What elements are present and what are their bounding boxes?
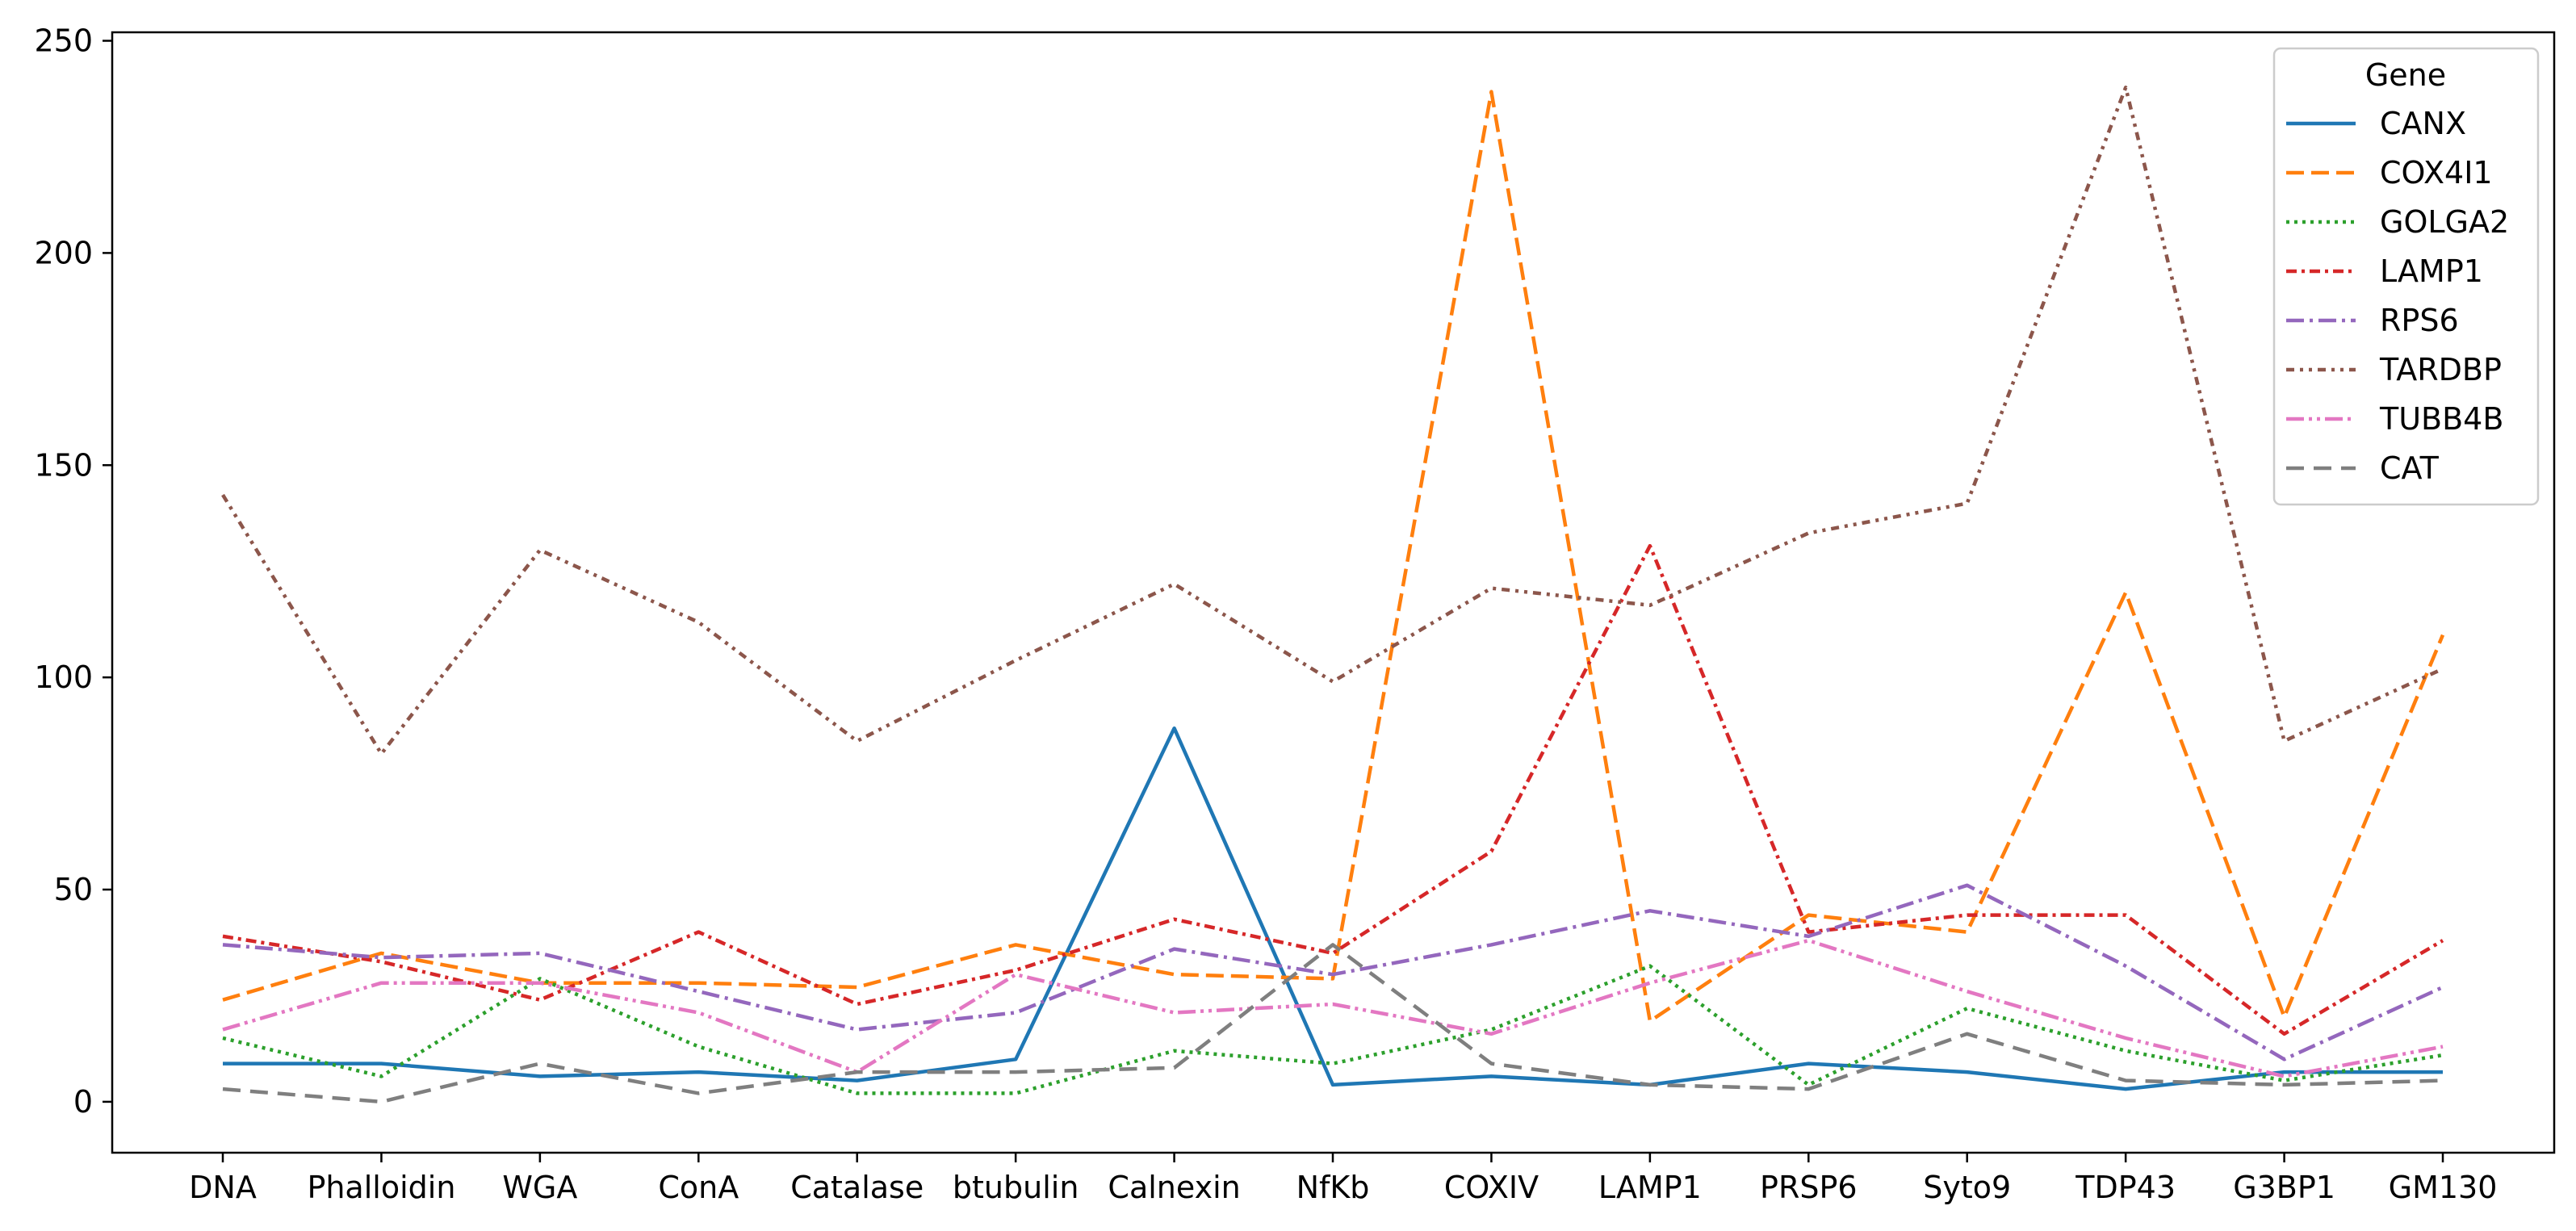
legend-label-cat: CAT bbox=[2380, 450, 2440, 486]
x-tick-label: G3BP1 bbox=[2233, 1170, 2335, 1205]
legend-label-tubb4b: TUBB4B bbox=[2379, 401, 2503, 437]
x-tick-label: btubulin bbox=[953, 1170, 1079, 1205]
x-tick-label: Phalloidin bbox=[307, 1170, 455, 1205]
legend-label-lamp1: LAMP1 bbox=[2380, 253, 2483, 289]
y-tick-label: 250 bbox=[34, 23, 93, 59]
x-tick-label: PRSP6 bbox=[1760, 1170, 1858, 1205]
series-line-tubb4b bbox=[222, 938, 2444, 1078]
series-line-cat bbox=[222, 943, 2444, 1104]
legend-box bbox=[2272, 47, 2540, 506]
series-line-lamp1 bbox=[222, 543, 2444, 1036]
series-line-tardbp bbox=[221, 86, 2444, 756]
x-tick-label: COXIV bbox=[1444, 1170, 1539, 1205]
legend-label-tardbp: TARDBP bbox=[2379, 352, 2502, 387]
legend-label-canx: CANX bbox=[2380, 106, 2466, 141]
x-tick-label: WGA bbox=[502, 1170, 577, 1205]
legend-label-cox4i1: COX4I1 bbox=[2380, 155, 2493, 191]
x-tick-label: NfKb bbox=[1296, 1170, 1370, 1205]
series-line-canx bbox=[223, 726, 2443, 1091]
legend-title: Gene bbox=[2365, 57, 2446, 93]
y-axis: 0 50 100 150 200 250 bbox=[34, 23, 112, 1120]
y-tick-label: 100 bbox=[34, 659, 93, 695]
y-tick-label: 200 bbox=[34, 235, 93, 270]
legend-label-rps6: RPS6 bbox=[2380, 303, 2459, 338]
series-lines bbox=[221, 86, 2445, 1104]
x-tick-label: Catalase bbox=[790, 1170, 924, 1205]
x-tick-label: ConA bbox=[658, 1170, 739, 1205]
legend-label-golga2: GOLGA2 bbox=[2380, 204, 2509, 240]
x-tick-label: DNA bbox=[189, 1170, 257, 1205]
x-tick-label: LAMP1 bbox=[1598, 1170, 1702, 1205]
legend: Gene CANX COX4I1 GOLGA2 LAMP1 RPS6 TARDBP TUBB… bbox=[2272, 47, 2540, 506]
series-line-rps6 bbox=[222, 883, 2444, 1061]
y-tick-label: 0 bbox=[73, 1084, 93, 1120]
y-tick-label: 150 bbox=[34, 447, 93, 483]
x-tick-label: Calnexin bbox=[1108, 1170, 1240, 1205]
y-tick-label: 50 bbox=[54, 872, 93, 907]
x-tick-label: Syto9 bbox=[1923, 1170, 2011, 1205]
x-tick-label: GM130 bbox=[2389, 1170, 2498, 1205]
x-tick-label: TDP43 bbox=[2075, 1170, 2176, 1205]
x-axis: DNA Phalloidin WGA ConA Catalase btubulin Caln… bbox=[189, 1153, 2497, 1205]
series-line-cox4i1 bbox=[222, 90, 2445, 1024]
